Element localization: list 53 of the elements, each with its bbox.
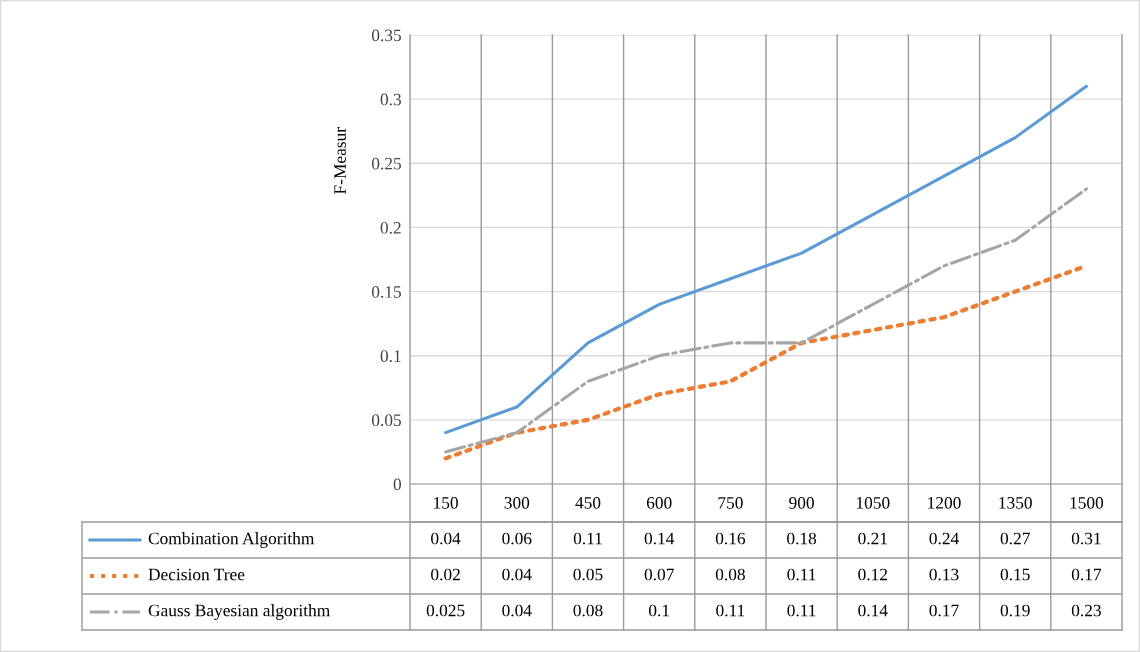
data-label: 0.025 — [426, 604, 465, 617]
data-label: 0.11 — [787, 568, 816, 581]
x-tick-label: 1200 — [928, 497, 961, 509]
legend-label: Combination Algorithm — [148, 532, 315, 548]
y-tick-label: 0.35 — [371, 29, 401, 42]
data-label: 0.17 — [929, 604, 959, 617]
data-label: 0.15 — [1000, 568, 1030, 581]
data-label: 0.17 — [1071, 568, 1102, 581]
data-label: 0.02 — [431, 568, 460, 581]
y-tick-label: 0.2 — [380, 221, 401, 234]
data-label: 0.19 — [1000, 604, 1030, 617]
y-tick-label: 0.3 — [380, 93, 401, 106]
data-label: 0.06 — [502, 532, 532, 545]
data-label: 0.08 — [573, 604, 603, 617]
y-tick-label: 0.15 — [371, 286, 401, 298]
data-label: 0.14 — [858, 604, 888, 617]
data-label: 0.31 — [1071, 532, 1101, 545]
y-tick-label: 0.1 — [380, 350, 401, 362]
data-label: 0.16 — [715, 532, 746, 545]
data-label: 0.24 — [929, 532, 959, 545]
data-label: 0.04 — [502, 568, 532, 581]
line-series — [444, 84, 1088, 435]
x-tick-label: 1350 — [999, 497, 1032, 509]
x-tick-label: 150 — [434, 497, 458, 509]
x-tick-label: 900 — [789, 497, 814, 509]
data-label: 0.1 — [649, 604, 670, 617]
data-label: 0.14 — [644, 532, 675, 545]
data-label: 0.23 — [1071, 604, 1101, 617]
x-tick-label: 450 — [575, 497, 601, 509]
data-label: 0.27 — [1000, 532, 1030, 545]
data-label: 0.21 — [858, 532, 887, 545]
x-tick-label: 1500 — [1070, 497, 1104, 509]
x-tick-label: 600 — [646, 497, 672, 509]
y-tick-label: 0.25 — [371, 157, 401, 170]
legend-label: Decision Tree — [148, 568, 245, 581]
legend-label: Gauss Bayesian algorithm — [148, 604, 330, 620]
x-tick-label: 300 — [504, 497, 530, 509]
data-label: 0.11 — [716, 604, 745, 617]
data-label: 0.07 — [644, 568, 674, 581]
data-label: 0.11 — [573, 532, 602, 545]
data-label: 0.08 — [715, 568, 745, 581]
data-label: 0.04 — [502, 604, 532, 617]
data-label: 0.18 — [787, 532, 817, 545]
x-tick-label: 1050 — [856, 497, 890, 509]
data-label: 0.13 — [929, 568, 959, 581]
data-label: 0.04 — [431, 532, 461, 545]
x-tick-label: 750 — [718, 497, 743, 509]
y-axis-title: F-Measur — [334, 127, 346, 194]
data-label: 0.12 — [858, 568, 888, 581]
y-tick-label: 0 — [393, 478, 401, 491]
y-tick-label: 0.05 — [371, 414, 401, 427]
data-label: 0.11 — [787, 604, 816, 617]
data-label: 0.05 — [573, 568, 603, 581]
